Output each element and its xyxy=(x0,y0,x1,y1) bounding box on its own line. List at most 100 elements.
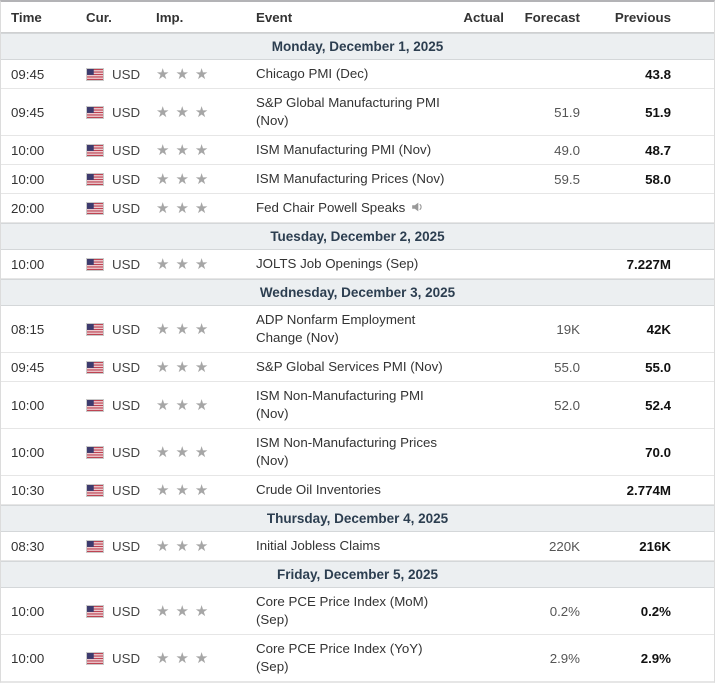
event-cell: ISM Manufacturing Prices (Nov) xyxy=(256,165,449,193)
currency-label: USD xyxy=(112,321,141,337)
event-previous: 52.4 xyxy=(645,397,671,413)
event-previous: 7.227M xyxy=(626,256,671,272)
importance-stars: ★ ★ ★ xyxy=(156,532,256,560)
currency-label: USD xyxy=(112,66,141,82)
event-forecast xyxy=(504,485,580,495)
row-spacer xyxy=(671,362,714,372)
importance-star-icon: ★ xyxy=(156,538,170,555)
importance-star-icon: ★ xyxy=(175,66,189,83)
event-link[interactable]: ADP Nonfarm Employment Change (Nov) xyxy=(256,312,416,345)
importance-star-icon: ★ xyxy=(175,482,189,499)
event-time: 08:15 xyxy=(11,321,45,337)
event-link[interactable]: Initial Jobless Claims xyxy=(256,538,381,553)
currency-label: USD xyxy=(112,444,141,460)
event-link[interactable]: ISM Non-Manufacturing Prices (Nov) xyxy=(256,435,438,468)
currency-label: USD xyxy=(112,171,141,187)
event-forecast: 19K xyxy=(556,321,580,337)
event-previous: 51.9 xyxy=(645,104,671,120)
table-row: 09:45 USD ★ ★ ★ Chicago PMI (Dec) 43.8 xyxy=(1,60,714,89)
currency-cell: USD xyxy=(86,478,156,503)
currency-cell: USD xyxy=(86,138,156,163)
calendar-header-row: Time Cur. Imp. Event Actual Forecast Pre… xyxy=(1,2,714,33)
event-link[interactable]: Core PCE Price Index (YoY) (Sep) xyxy=(256,641,423,674)
event-link[interactable]: JOLTS Job Openings (Sep) xyxy=(256,256,419,271)
importance-star-icon: ★ xyxy=(156,397,170,414)
day-header-row: Friday, December 5, 2025 xyxy=(1,561,714,588)
us-flag-icon xyxy=(86,143,104,157)
row-spacer xyxy=(671,606,714,616)
event-link[interactable]: Crude Oil Inventories xyxy=(256,482,381,497)
importance-star-icon: ★ xyxy=(156,142,170,159)
event-link[interactable]: Chicago PMI (Dec) xyxy=(256,66,369,81)
importance-star-icon: ★ xyxy=(194,397,209,414)
event-forecast: 0.2% xyxy=(549,603,580,619)
event-link[interactable]: Fed Chair Powell Speaks xyxy=(256,200,406,215)
importance-star-icon: ★ xyxy=(175,444,189,461)
event-actual xyxy=(449,447,504,457)
table-row: 10:00 USD ★ ★ ★ ISM Non-Manufacturing PMI … xyxy=(1,382,714,429)
event-previous: 216K xyxy=(639,538,671,554)
importance-star-icon: ★ xyxy=(156,650,170,667)
currency-cell: USD xyxy=(86,252,156,277)
speaker-icon xyxy=(410,200,424,214)
event-cell: Core PCE Price Index (YoY) (Sep) xyxy=(256,635,449,681)
event-actual xyxy=(449,324,504,334)
importance-star-icon: ★ xyxy=(194,200,209,217)
importance-star-icon: ★ xyxy=(156,104,170,121)
day-header-row: Tuesday, December 2, 2025 xyxy=(1,223,714,250)
column-header-currency: Cur. xyxy=(86,10,112,25)
table-row: 10:00 USD ★ ★ ★ JOLTS Job Openings (Sep) 7… xyxy=(1,250,714,279)
importance-star-icon: ★ xyxy=(175,359,189,376)
event-previous: 70.0 xyxy=(645,444,671,460)
us-flag-icon xyxy=(86,67,104,81)
event-forecast xyxy=(504,259,580,269)
event-previous xyxy=(580,203,671,213)
importance-star-icon: ★ xyxy=(194,256,209,273)
event-link[interactable]: ISM Manufacturing PMI (Nov) xyxy=(256,142,432,157)
event-actual xyxy=(449,400,504,410)
row-spacer xyxy=(671,324,714,334)
event-forecast xyxy=(504,447,580,457)
event-link[interactable]: Core PCE Price Index (MoM) (Sep) xyxy=(256,594,429,627)
event-cell: Initial Jobless Claims xyxy=(256,532,449,560)
row-spacer xyxy=(671,541,714,551)
importance-stars: ★ ★ ★ xyxy=(156,165,256,193)
importance-star-icon: ★ xyxy=(156,171,170,188)
event-link[interactable]: S&P Global Manufacturing PMI (Nov) xyxy=(256,95,440,128)
importance-star-icon: ★ xyxy=(194,321,209,338)
us-flag-icon xyxy=(86,322,104,336)
table-row: 09:45 USD ★ ★ ★ S&P Global Services PMI (N… xyxy=(1,353,714,382)
importance-stars: ★ ★ ★ xyxy=(156,438,256,466)
us-flag-icon xyxy=(86,201,104,215)
currency-cell: USD xyxy=(86,100,156,125)
us-flag-icon xyxy=(86,604,104,618)
event-time: 10:00 xyxy=(11,171,45,187)
currency-label: USD xyxy=(112,256,141,272)
row-spacer xyxy=(671,400,714,410)
table-row: 10:00 USD ★ ★ ★ ISM Non-Manufacturing Pric… xyxy=(1,429,714,476)
currency-label: USD xyxy=(112,603,141,619)
importance-star-icon: ★ xyxy=(156,256,170,273)
event-forecast xyxy=(504,203,580,213)
event-link[interactable]: ISM Manufacturing Prices (Nov) xyxy=(256,171,445,186)
event-actual xyxy=(449,362,504,372)
event-link[interactable]: S&P Global Services PMI (Nov) xyxy=(256,359,443,374)
currency-label: USD xyxy=(112,538,141,554)
importance-star-icon: ★ xyxy=(175,650,189,667)
importance-star-icon: ★ xyxy=(194,104,209,121)
event-time: 08:30 xyxy=(11,538,45,554)
importance-star-icon: ★ xyxy=(156,200,170,217)
day-header-label: Thursday, December 4, 2025 xyxy=(266,511,449,526)
row-spacer xyxy=(671,69,714,79)
row-spacer xyxy=(671,145,714,155)
importance-star-icon: ★ xyxy=(194,650,209,667)
event-forecast xyxy=(504,69,580,79)
table-row: 10:30 USD ★ ★ ★ Crude Oil Inventories 2.77… xyxy=(1,476,714,505)
event-time: 10:00 xyxy=(11,444,45,460)
event-link[interactable]: ISM Non-Manufacturing PMI (Nov) xyxy=(256,388,424,421)
currency-cell: USD xyxy=(86,355,156,380)
table-row: 08:30 USD ★ ★ ★ Initial Jobless Claims 220… xyxy=(1,532,714,561)
day-header-label: Wednesday, December 3, 2025 xyxy=(259,285,456,300)
importance-star-icon: ★ xyxy=(194,66,209,83)
us-flag-icon xyxy=(86,360,104,374)
